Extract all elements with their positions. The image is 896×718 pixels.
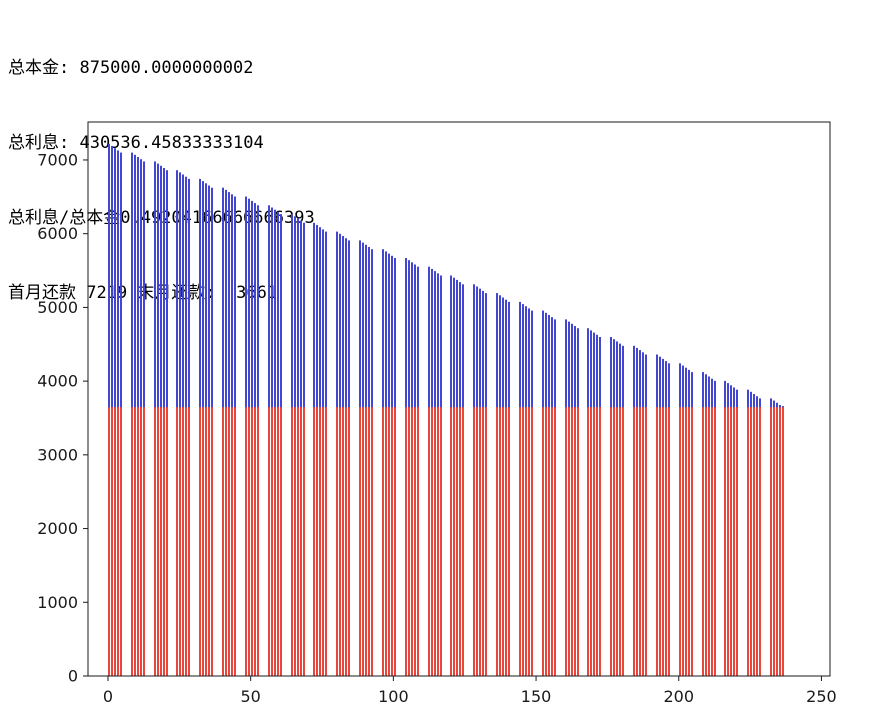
y-tick-label: 0	[68, 667, 78, 686]
payment-bar-chart: 0 50 100 150 200 250 0 1000 2000 3000 4000 5000 6000…	[37, 121, 837, 706]
stat-total-principal: 总本金: 875000.0000000002	[8, 58, 254, 78]
x-axis: 0 50 100 150 200 250	[103, 676, 837, 706]
y-axis: 0 1000 2000 3000 4000 5000 6000 7000	[37, 150, 88, 686]
x-tick-label: 200	[663, 687, 694, 706]
x-tick-label: 150	[521, 687, 552, 706]
x-tick-label: 250	[806, 687, 837, 706]
x-tick-label: 100	[378, 687, 409, 706]
y-tick-label: 3000	[37, 445, 78, 464]
stat-total-interest: 总利息: 430536.45833333104	[8, 133, 264, 153]
x-tick-label: 50	[240, 687, 260, 706]
y-tick-label: 4000	[37, 372, 78, 391]
plot-border	[87, 121, 831, 677]
bars-principal	[108, 407, 784, 676]
y-tick-label: 6000	[37, 224, 78, 243]
y-tick-label: 7000	[37, 150, 78, 169]
x-tick-label: 0	[103, 687, 113, 706]
y-tick-label: 5000	[37, 298, 78, 317]
summary-stats: 总本金: 875000.0000000002 总利息: 430536.45833…	[0, 0, 896, 303]
y-tick-label: 2000	[37, 519, 78, 538]
y-tick-label: 1000	[37, 593, 78, 612]
